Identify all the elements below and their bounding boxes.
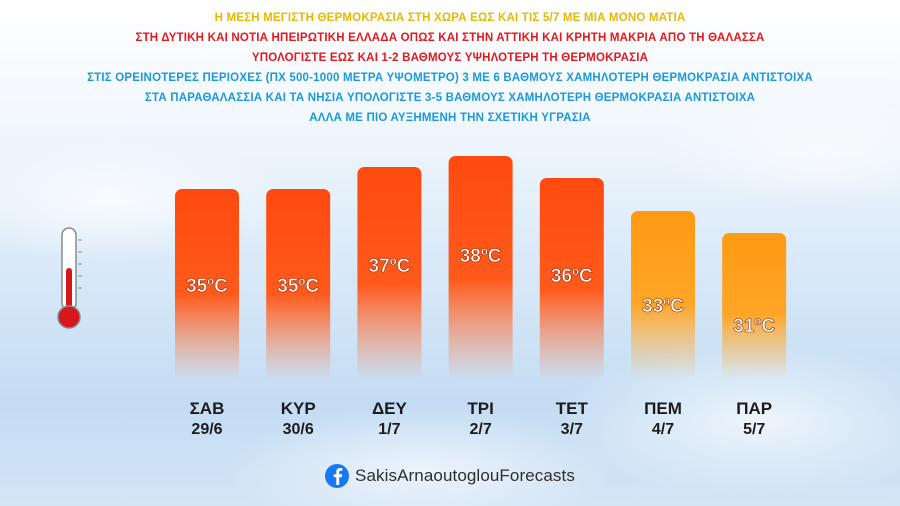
day-label: ΠΕΜ (644, 399, 682, 418)
date-label: 4/7 (652, 421, 674, 438)
facebook-icon[interactable] (325, 464, 350, 488)
bar-ΣΑΒ (175, 189, 239, 380)
day-label: ΤΡΙ (467, 399, 493, 418)
value-label: 35ºC (277, 276, 319, 297)
value-label: 37ºC (369, 256, 411, 277)
date-label: 5/7 (743, 421, 765, 438)
header-notes: Η ΜΕΣΗ ΜΕΓΙΣΤΗ ΘΕΡΜΟΚΡΑΣΙΑ ΣΤΗ ΧΩΡΑ ΕΩΣ … (0, 8, 900, 128)
date-label: 1/7 (378, 421, 400, 438)
value-label: 38ºC (460, 246, 502, 267)
facebook-handle[interactable]: SakisArnaoutoglouForecasts (355, 466, 575, 485)
header-line-1: Η ΜΕΣΗ ΜΕΓΙΣΤΗ ΘΕΡΜΟΚΡΑΣΙΑ ΣΤΗ ΧΩΡΑ ΕΩΣ … (214, 12, 686, 24)
bar-ΚΥΡ (266, 189, 331, 380)
day-label: ΠΑΡ (736, 399, 772, 418)
header-line-6: ΑΛΛΑ ΜΕ ΠΙΟ ΑΥΞΗΜΕΝΗ ΤΗΝ ΣΧΕΤΙΚΗ ΥΓΡΑΣΙΑ (309, 112, 591, 124)
footer: SakisArnaoutoglouForecasts (0, 460, 900, 492)
value-label: 33ºC (642, 296, 684, 317)
header-line-4: ΣΤΙΣ ΟΡΕΙΝΟΤΕΡΕΣ ΠΕΡΙΟΧΕΣ (ΠΧ 500-1000 Μ… (87, 72, 813, 84)
thermometer-icon (57, 227, 82, 329)
bar-ΤΡΙ (448, 156, 513, 380)
header-line-2: ΣΤΗ ΔΥΤΙΚΗ ΚΑΙ ΝΟΤΙΑ ΗΠΕΙΡΩΤΙΚΗ ΕΛΛΑΔΑ Ο… (135, 32, 765, 44)
bar-ΤΕΤ (539, 178, 604, 380)
bar-ΠΑΡ (722, 233, 787, 380)
date-label: 29/6 (191, 421, 222, 438)
bar-ΔΕΥ (357, 167, 422, 380)
header-line-5: ΣΤΑ ΠΑΡΑΘΑΛΑΣΣΙΑ ΚΑΙ ΤΑ ΝΗΣΙΑ ΥΠΟΛΟΓΙΣΤΕ… (144, 92, 756, 104)
date-label: 30/6 (283, 421, 314, 438)
date-label: 2/7 (469, 421, 491, 438)
bar-ΠΕΜ (631, 211, 695, 380)
value-label: 31ºC (733, 316, 775, 337)
day-label: ΚΥΡ (281, 399, 316, 418)
day-label: ΔΕΥ (372, 399, 408, 418)
date-label: 3/7 (561, 421, 583, 438)
day-label: ΣΑΒ (190, 399, 225, 418)
header-line-3: ΥΠΟΛΟΓΙΣΤΕ ΕΩΣ ΚΑΙ 1-2 ΒΑΘΜΟΥΣ ΥΨΗΛΟΤΕΡΗ… (251, 52, 649, 64)
value-label: 36ºC (551, 266, 593, 287)
day-label: ΤΕΤ (556, 399, 589, 418)
value-label: 35ºC (186, 276, 228, 297)
